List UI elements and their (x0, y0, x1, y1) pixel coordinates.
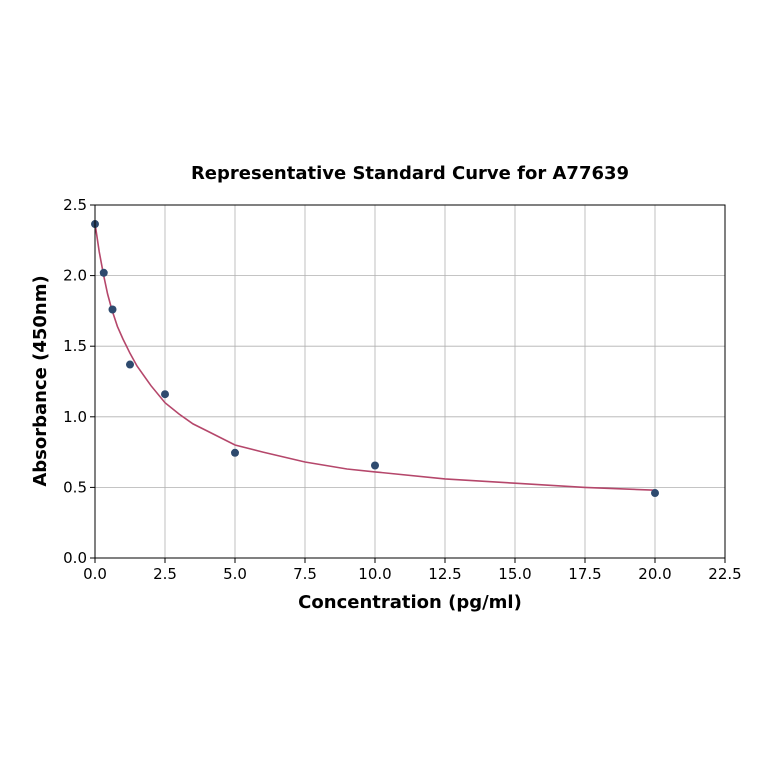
x-tick-label: 12.5 (428, 565, 461, 583)
fit-curve (94, 223, 656, 491)
x-tick-label: 5.0 (223, 565, 247, 583)
y-tick-label: 2.5 (63, 196, 87, 214)
y-axis-ticks: 0.0 0.5 1.0 1.5 2.0 2.5 (63, 196, 95, 567)
data-point (126, 360, 134, 369)
data-point (231, 448, 239, 457)
grid (94, 204, 726, 559)
x-tick-label: 15.0 (498, 565, 531, 583)
plot-frame (94, 204, 726, 559)
y-tick-label: 1.5 (63, 337, 87, 355)
x-tick-label: 2.5 (153, 565, 177, 583)
y-tick-label: 2.0 (63, 267, 87, 285)
fit-curve-layer (94, 223, 656, 491)
x-axis-label: Concentration (pg/ml) (298, 592, 522, 613)
data-point (371, 461, 379, 470)
x-tick-label: 17.5 (568, 565, 601, 583)
x-axis-ticks: 0.0 2.5 5.0 7.5 10.0 12.5 15.0 17.5 20.0 22.5 (83, 558, 742, 583)
data-point (651, 489, 659, 498)
data-point (161, 390, 169, 399)
data-point (99, 268, 108, 277)
y-axis-label: Absorbance (450nm) (30, 275, 51, 486)
x-tick-label: 7.5 (293, 565, 317, 583)
data-points-layer (91, 220, 659, 498)
data-point (108, 305, 117, 314)
x-tick-label: 22.5 (708, 565, 741, 583)
y-tick-label: 0.0 (63, 549, 87, 567)
x-tick-label: 10.0 (358, 565, 391, 583)
x-tick-label: 0.0 (83, 565, 107, 583)
x-tick-label: 20.0 (638, 565, 671, 583)
y-tick-label: 1.0 (63, 408, 87, 426)
y-tick-label: 0.5 (63, 478, 87, 496)
chart-title: Representative Standard Curve for A77639 (191, 163, 629, 184)
